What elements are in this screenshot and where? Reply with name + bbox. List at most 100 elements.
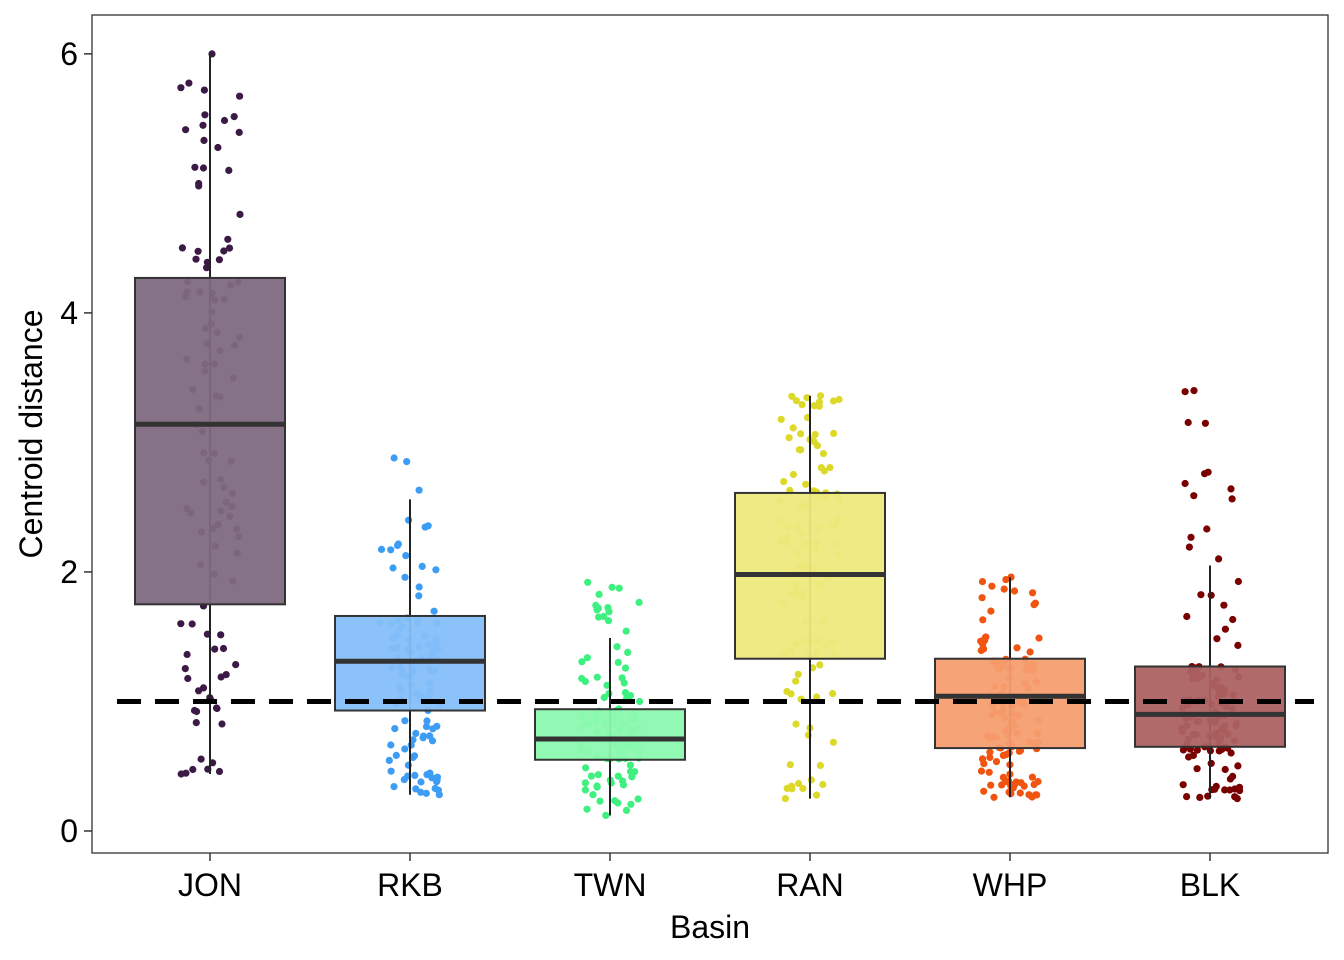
point-twn [622, 806, 631, 815]
point-blk [1234, 641, 1242, 650]
x-axis: JON RKB TWN RAN WHP BLK [178, 853, 1240, 903]
point-twn [611, 797, 619, 805]
point-whp [1028, 773, 1036, 781]
point-twn [596, 797, 604, 805]
point-twn [604, 604, 612, 612]
point-jon [195, 179, 203, 188]
point-blk [1181, 479, 1189, 488]
point-rkb [385, 756, 393, 765]
point-rkb [417, 778, 425, 786]
point-rkb [391, 725, 399, 733]
point-twn [604, 617, 613, 625]
point-twn [626, 761, 635, 769]
point-twn [627, 800, 635, 808]
point-ran [813, 693, 821, 701]
point-twn [587, 772, 596, 780]
y-tick-label: 6 [60, 36, 78, 72]
point-twn [578, 658, 586, 666]
point-twn [589, 791, 597, 799]
point-ran [802, 480, 810, 488]
point-blk [1229, 615, 1237, 624]
point-ran [798, 401, 806, 409]
point-twn [615, 584, 623, 592]
point-whp [1012, 778, 1020, 786]
point-ran [811, 430, 819, 439]
point-rkb [415, 486, 423, 494]
point-twn [608, 583, 616, 591]
point-twn [602, 811, 610, 820]
point-rkb [401, 717, 409, 725]
x-tick-label-twn: TWN [574, 867, 647, 903]
point-whp [1032, 791, 1040, 799]
point-blk [1197, 591, 1205, 599]
point-jon [235, 128, 243, 136]
point-whp [987, 607, 995, 615]
point-jon [220, 116, 229, 125]
point-blk [1228, 495, 1236, 503]
point-jon [185, 79, 193, 87]
x-tick-label-rkb: RKB [377, 867, 443, 903]
point-blk [1187, 533, 1195, 541]
point-whp [980, 787, 988, 795]
point-jon [224, 235, 232, 243]
point-ran [783, 687, 791, 696]
boxes-layer [134, 53, 1286, 816]
y-axis-title: Centroid distance [13, 309, 49, 558]
y-tick-label: 2 [60, 554, 78, 590]
point-blk [1201, 419, 1209, 427]
x-tick-label-whp: WHP [973, 867, 1048, 903]
point-whp [1025, 791, 1033, 799]
point-jon [199, 684, 208, 692]
point-twn [582, 764, 590, 772]
point-jon [189, 765, 197, 774]
point-rkb [423, 771, 431, 779]
point-blk [1185, 543, 1193, 551]
point-blk [1213, 635, 1221, 643]
point-whp [1013, 644, 1021, 652]
y-axis: 0 2 4 6 [60, 36, 92, 849]
point-twn [624, 648, 632, 657]
point-twn [614, 772, 622, 780]
point-blk [1227, 485, 1235, 493]
point-jon [190, 706, 199, 715]
point-jon [199, 121, 207, 129]
point-whp [1000, 585, 1008, 593]
point-ran [797, 430, 805, 438]
point-ran [792, 720, 800, 728]
point-twn [594, 771, 602, 779]
point-whp [981, 636, 989, 644]
point-rkb [422, 723, 431, 731]
point-ran [799, 784, 807, 793]
point-ran [819, 780, 827, 789]
point-jon [182, 769, 190, 777]
point-rkb [390, 783, 398, 791]
point-blk [1189, 751, 1197, 760]
point-whp [980, 645, 988, 653]
point-whp [986, 748, 994, 756]
point-twn [581, 786, 590, 794]
point-whp [986, 753, 994, 762]
point-ran [829, 738, 838, 746]
point-blk [1231, 793, 1239, 801]
point-rkb [412, 785, 420, 793]
point-blk [1201, 470, 1209, 478]
point-blk [1184, 418, 1192, 427]
point-whp [988, 582, 996, 590]
point-twn [595, 613, 603, 621]
point-jon [236, 92, 244, 100]
point-rkb [415, 592, 423, 600]
point-jon [222, 671, 230, 679]
point-rkb [415, 583, 423, 591]
point-ran [786, 761, 794, 769]
point-ran [803, 394, 811, 402]
point-jon [199, 164, 208, 172]
point-rkb [389, 564, 397, 572]
point-whp [978, 594, 986, 602]
point-jon [225, 244, 234, 252]
point-ran [795, 779, 803, 788]
point-jon [177, 84, 185, 92]
point-rkb [429, 725, 437, 733]
plot-panel-border [91, 14, 1329, 854]
point-jon [181, 665, 189, 673]
point-rkb [393, 541, 402, 550]
